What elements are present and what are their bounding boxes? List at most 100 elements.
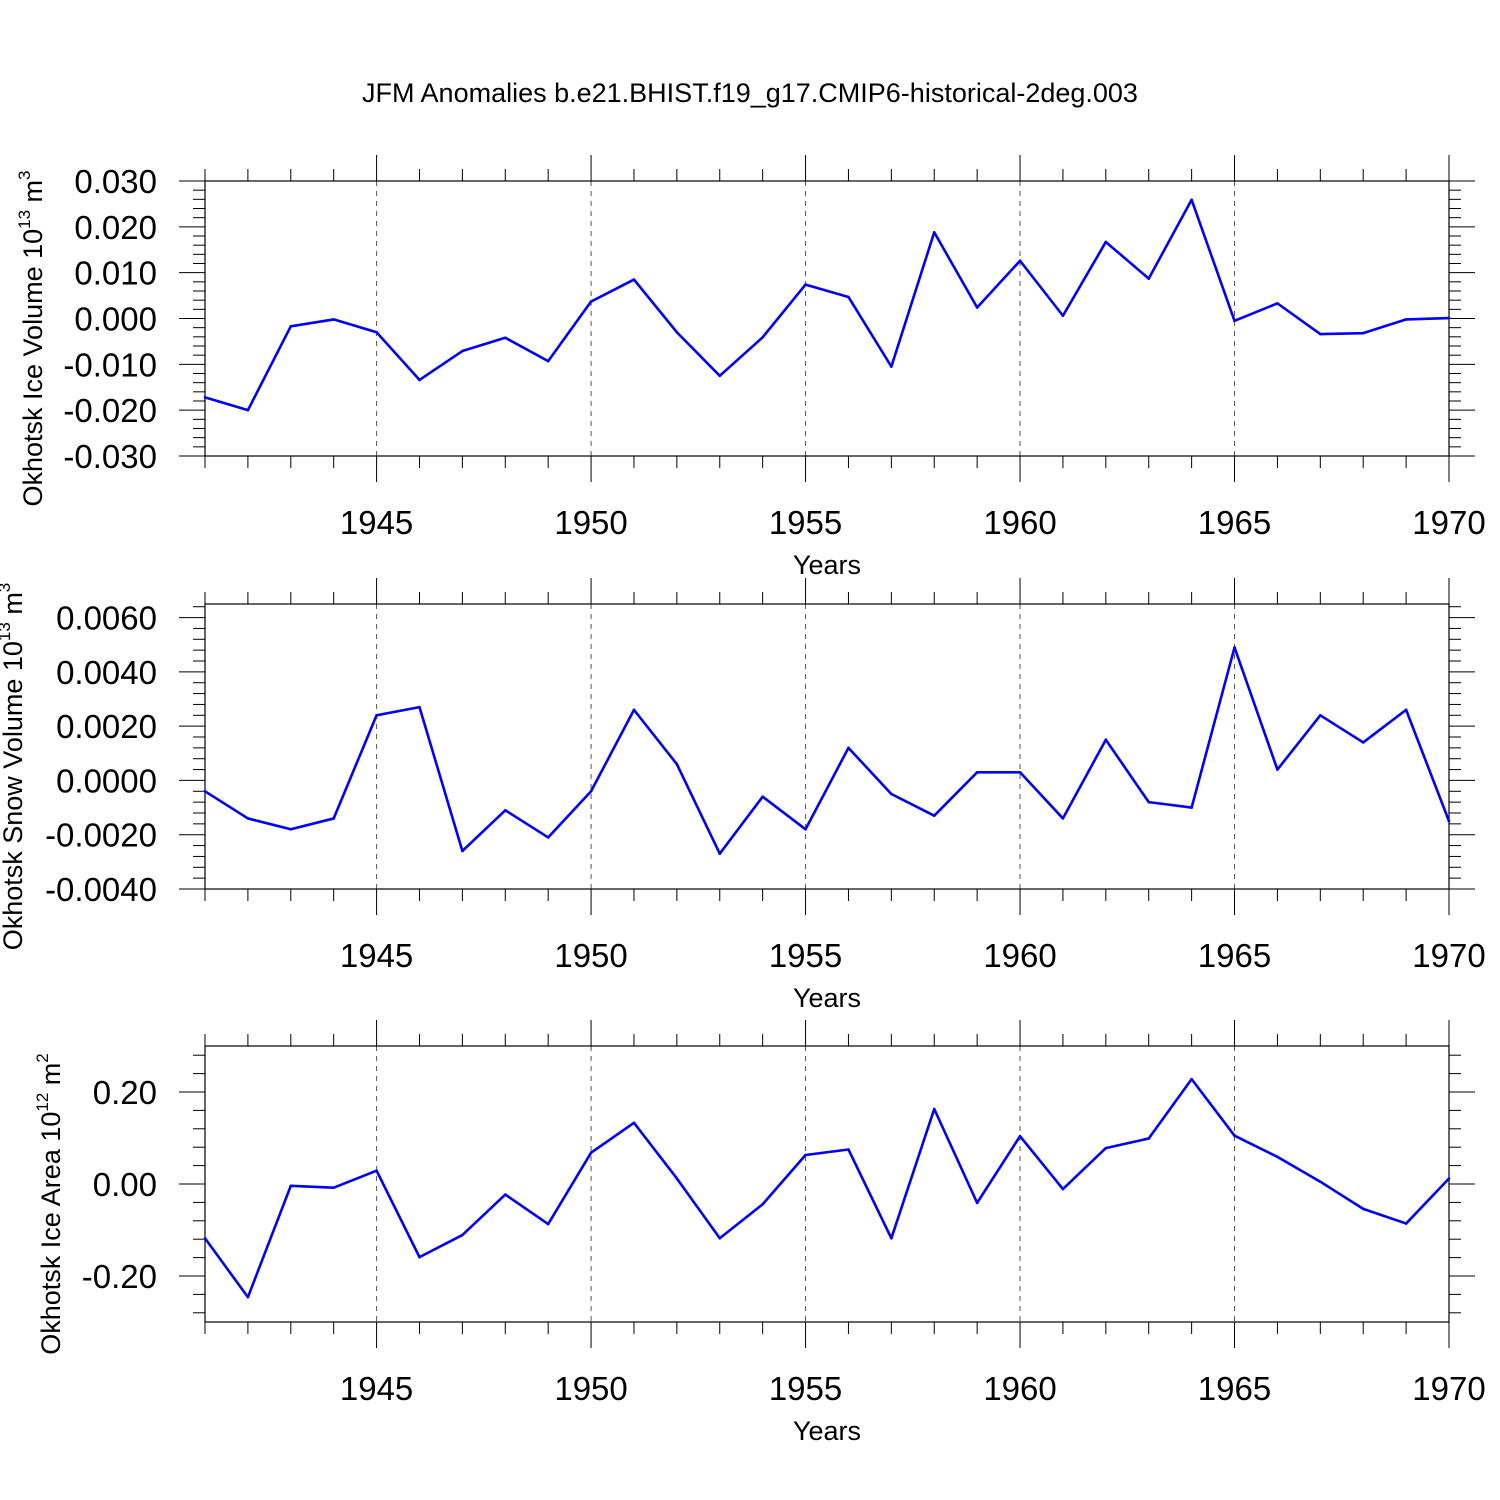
x-tick-label: 1970: [1412, 937, 1485, 974]
data-point: [675, 1177, 679, 1180]
x-tick-label: 1950: [554, 1370, 627, 1407]
data-point: [246, 408, 250, 412]
data-point: [718, 852, 722, 856]
data-point: [1319, 332, 1322, 336]
data-point: [761, 1202, 764, 1206]
data-point: [675, 762, 679, 766]
y-tick-label: 0.010: [74, 255, 157, 292]
x-tick-label: 1965: [1198, 1370, 1271, 1407]
data-point: [1018, 1134, 1022, 1138]
data-point: [1018, 770, 1022, 774]
y-tick-label: 0.030: [74, 163, 157, 200]
y-tick-label: -0.0020: [45, 817, 157, 854]
data-point: [375, 713, 378, 717]
data-point: [1190, 1077, 1193, 1081]
x-tick-label: 1945: [340, 937, 413, 974]
data-point: [1361, 331, 1365, 335]
data-point: [203, 1236, 207, 1240]
chart-title: JFM Anomalies b.e21.BHIST.f19_g17.CMIP6-…: [362, 78, 1138, 108]
y-tick-label: 0.00: [93, 1166, 157, 1203]
plot-frame: [204, 180, 1450, 457]
data-point: [1233, 319, 1236, 323]
data-point: [1404, 318, 1408, 321]
data-point: [375, 1169, 378, 1172]
x-tick-label: 1960: [983, 937, 1056, 974]
data-point: [675, 330, 679, 334]
data-point: [589, 300, 593, 303]
data-point: [1447, 316, 1451, 320]
y-tick-label: 0.000: [74, 301, 157, 338]
y-axis-title: Okhotsk Snow Volume 1013 m3: [0, 583, 28, 951]
data-point: [1404, 708, 1408, 712]
data-point: [1319, 713, 1322, 717]
data-point: [461, 349, 464, 353]
data-point: [718, 1236, 722, 1240]
data-point: [332, 817, 335, 820]
data-point: [632, 278, 636, 281]
x-axis-title: Years: [793, 550, 861, 580]
data-point: [1404, 1222, 1408, 1225]
data-point: [1147, 1137, 1151, 1140]
y-tick-label: -0.030: [63, 438, 157, 475]
x-tick-label: 1965: [1198, 937, 1271, 974]
data-point: [1276, 768, 1279, 771]
data-point: [418, 705, 421, 709]
x-tick-label: 1965: [1198, 504, 1271, 541]
data-point: [461, 849, 464, 853]
y-tick-label: 0.0060: [56, 600, 157, 637]
data-point: [975, 1201, 979, 1205]
x-tick-label: 1945: [340, 1370, 413, 1407]
y-axis-title: Okhotsk Ice Area 1012 m2: [33, 1053, 66, 1355]
plot-frame: [204, 1045, 1450, 1323]
x-axis-title: Years: [793, 983, 861, 1013]
series-line: [204, 646, 1451, 856]
data-point: [375, 330, 378, 334]
data-point: [1061, 1187, 1065, 1191]
data-point: [1361, 1207, 1365, 1211]
x-tick-label: 1955: [769, 1370, 842, 1407]
x-tick-label: 1950: [554, 504, 627, 541]
data-point: [847, 746, 850, 750]
data-point: [546, 359, 550, 363]
data-point: [1104, 240, 1108, 244]
x-tick-label: 1970: [1412, 1370, 1485, 1407]
chart-panel-1: -0.030 -0.020 -0.010 0.000 0.010 0.020 0.030 19…: [15, 155, 1486, 580]
chart-panel-2: -0.0040 -0.0020 0.0000 0.0020 0.0040 0.0060 19…: [0, 578, 1486, 1013]
data-point: [1319, 1180, 1322, 1183]
y-tick-label: -0.0040: [45, 871, 157, 908]
data-point: [246, 817, 250, 820]
data-point: [1018, 259, 1022, 263]
data-point: [503, 808, 507, 812]
data-point: [804, 827, 807, 831]
y-tick-label: 0.0020: [56, 708, 157, 745]
y-axis-title: Okhotsk Ice Volume 1013 m3: [15, 170, 48, 506]
data-point: [761, 795, 764, 799]
y-tick-label: -0.020: [63, 392, 157, 429]
y-tick-label: 0.0040: [56, 654, 157, 691]
data-point: [546, 1222, 550, 1226]
y-tick-label: 0.20: [93, 1074, 157, 1111]
data-point: [1061, 314, 1065, 318]
data-point: [503, 1193, 507, 1196]
data-point: [332, 318, 335, 321]
chart-panel-3: -0.20 0.00 0.20 1945 1950 1955 1960 1965 1970 Yea…: [33, 1020, 1486, 1446]
x-tick-label: 1960: [983, 504, 1056, 541]
x-tick-label: 1960: [983, 1370, 1056, 1407]
data-point: [1447, 819, 1451, 823]
data-point: [847, 1148, 850, 1151]
x-axis-title: Years: [793, 1416, 861, 1446]
data-point: [1276, 302, 1279, 305]
data-point: [246, 1295, 250, 1299]
data-point: [1233, 1134, 1236, 1137]
data-point: [1233, 646, 1236, 649]
x-tick-label: 1955: [769, 504, 842, 541]
data-point: [847, 295, 850, 299]
data-point: [975, 306, 979, 309]
data-point: [975, 770, 979, 774]
data-point: [932, 1107, 936, 1111]
data-point: [289, 827, 293, 831]
data-point: [546, 836, 550, 839]
data-point: [1276, 1155, 1279, 1159]
data-point: [761, 335, 764, 339]
